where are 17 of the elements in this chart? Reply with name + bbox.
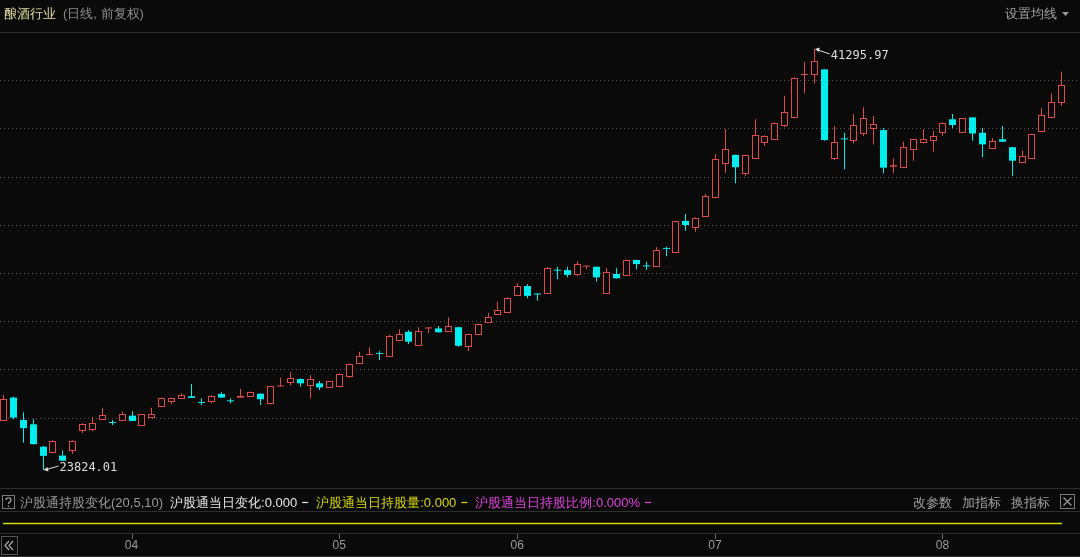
text: 换指标 [1011,495,1050,510]
x-tick-label: 06 [510,538,525,552]
text: 改参数 [913,495,952,510]
legend-label: 沪股通当日持股比例:0.000% [475,495,641,510]
chart-title: 酿酒行业 [4,6,56,21]
legend-label: 沪股通当日持股量:0.000 [316,495,457,510]
x-tick-label: 08 [935,538,950,552]
annotation: 23824.01 [59,459,118,474]
text: 设置均线 [1005,6,1057,21]
legend-label: 沪股通当日变化:0.000 [170,495,298,510]
text: 加指标 [962,495,1001,510]
x-tick-label: 04 [124,538,139,552]
chart-subtitle: (日线, 前复权) [63,6,144,21]
text: 沪股通持股变化(20,5,10) [20,495,164,510]
x-tick-label: 05 [332,538,347,552]
annotation: 41295.97 [830,48,889,62]
x-tick-label: 07 [708,538,722,552]
